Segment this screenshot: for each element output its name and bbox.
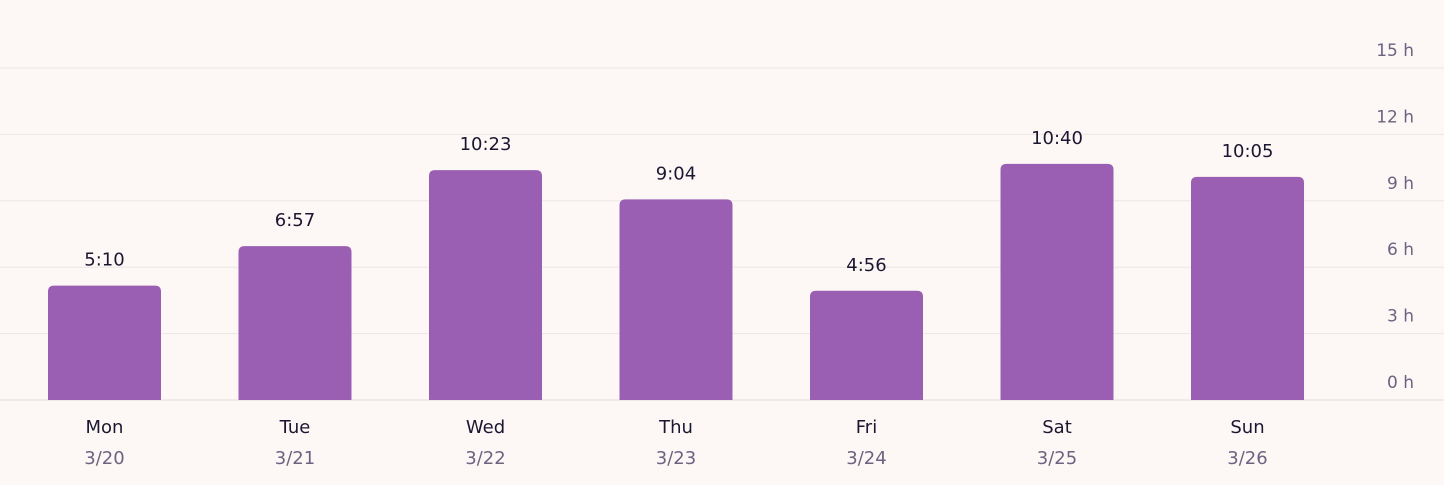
x-tick-label-date: 3/22 — [465, 448, 505, 469]
bar-thu[interactable] — [619, 199, 733, 400]
value-label-thu: 9:04 — [656, 163, 696, 184]
value-label-wed: 10:23 — [460, 134, 512, 155]
y-tick-label: 3 h — [1387, 307, 1414, 327]
value-label-sat: 10:40 — [1031, 128, 1083, 149]
x-tick-label-date: 3/24 — [846, 448, 886, 469]
bar-fri[interactable] — [810, 290, 923, 400]
x-tick-label-date: 3/26 — [1227, 448, 1267, 469]
bar-layer — [48, 163, 1304, 400]
value-label-sun: 10:05 — [1222, 141, 1274, 162]
y-tick-label: 15 h — [1376, 41, 1414, 61]
bar-sun[interactable] — [1191, 176, 1304, 400]
value-label-fri: 4:56 — [846, 255, 886, 276]
y-tick-label: 9 h — [1387, 174, 1414, 194]
label-layer: 5:10 Mon 3/20 6:57 Tue 3/21 10:23 Wed 3/22 9:04 Th… — [84, 128, 1273, 469]
bar-tue[interactable] — [238, 246, 352, 400]
x-tick-label-day: Thu — [658, 417, 693, 438]
y-tick-label: 12 h — [1376, 107, 1414, 127]
x-tick-label-day: Fri — [856, 417, 877, 438]
bar-sat[interactable] — [1000, 163, 1114, 400]
x-tick-label-date: 3/23 — [656, 448, 696, 469]
x-tick-label-day: Mon — [86, 417, 124, 438]
x-tick-label-date: 3/20 — [84, 448, 124, 469]
x-tick-label-date: 3/21 — [275, 448, 315, 469]
value-label-tue: 6:57 — [275, 210, 315, 231]
bar-mon[interactable] — [48, 285, 161, 400]
value-label-mon: 5:10 — [84, 250, 124, 271]
y-tick-label: 6 h — [1387, 240, 1414, 260]
axis-layer: 0 h 3 h 6 h 9 h 12 h 15 h — [1376, 41, 1414, 393]
y-tick-label: 0 h — [1387, 373, 1414, 393]
x-tick-label-date: 3/25 — [1037, 448, 1077, 469]
x-tick-label-day: Sun — [1230, 417, 1264, 438]
bar-wed[interactable] — [429, 170, 542, 400]
x-tick-label-day: Wed — [466, 417, 505, 438]
x-tick-label-day: Tue — [279, 417, 311, 438]
x-tick-label-day: Sat — [1042, 417, 1072, 438]
